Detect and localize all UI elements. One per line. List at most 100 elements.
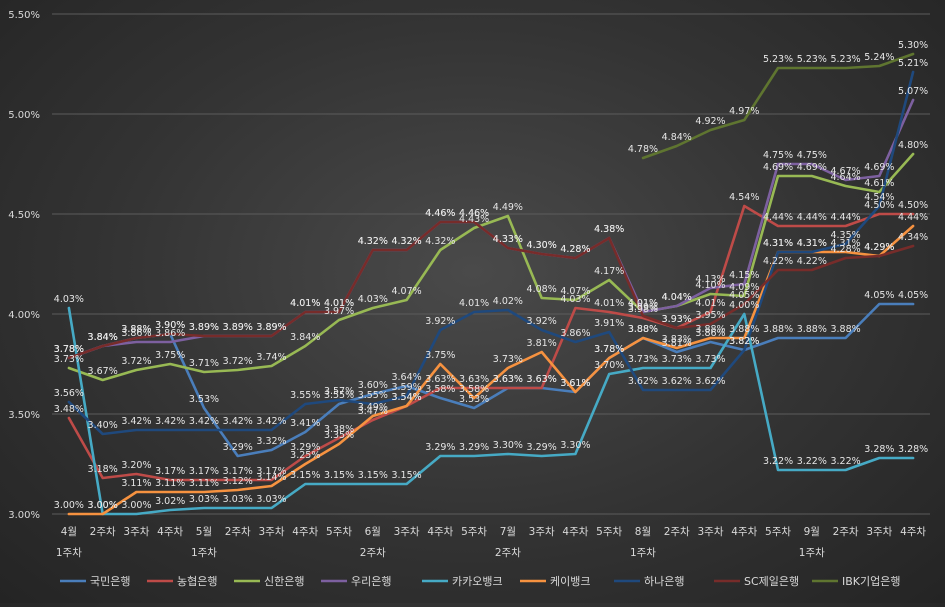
data-label: 4.17% (594, 266, 624, 277)
data-label: 4.01% (628, 298, 658, 309)
data-label: 4.03% (560, 294, 590, 305)
x-tick-label: 4주차 (900, 526, 926, 538)
data-label: 4.28% (560, 244, 590, 255)
data-label: 3.84% (88, 332, 118, 343)
data-label: 3.81% (527, 338, 557, 349)
data-label: 3.59% (391, 382, 421, 393)
data-label: 3.73% (54, 354, 84, 365)
data-label: 4.44% (830, 212, 860, 223)
data-label: 4.32% (358, 236, 388, 247)
data-label: 3.86% (121, 328, 151, 339)
data-label: 3.29% (527, 442, 557, 453)
data-label: 3.95% (695, 310, 725, 321)
data-label: 3.98% (628, 304, 658, 315)
data-label: 3.55% (358, 390, 388, 401)
data-label: 3.73% (628, 354, 658, 365)
x-tick-label: 5주차 (461, 526, 487, 538)
y-tick-label: 3.00% (8, 510, 40, 521)
data-label: 3.57% (324, 386, 354, 397)
data-label: 3.03% (223, 494, 253, 505)
x-tick-label: 2주차 (225, 526, 251, 538)
data-label: 3.22% (797, 456, 827, 467)
data-label: 3.62% (628, 376, 658, 387)
data-label: 4.01% (628, 298, 658, 309)
x-tick-label: 5주차 (326, 526, 352, 538)
data-label: 3.17% (223, 466, 253, 477)
data-label: 3.42% (256, 416, 286, 427)
data-label: 3.22% (763, 456, 793, 467)
data-label: 3.28% (864, 444, 894, 455)
y-tick-label: 5.50% (8, 10, 40, 21)
data-label: 4.46% (425, 208, 455, 219)
data-label: 3.53% (189, 394, 219, 405)
data-label: 3.64% (391, 372, 421, 383)
data-label: 3.78% (54, 344, 84, 355)
x-tick-label: 3주차 (123, 526, 149, 538)
data-label: 3.11% (189, 478, 219, 489)
data-label: 3.73% (493, 354, 523, 365)
data-label: 4.75% (763, 150, 793, 161)
data-label: 3.84% (88, 332, 118, 343)
data-label: 3.58% (459, 384, 489, 395)
data-label: 3.88% (797, 324, 827, 335)
data-label: 3.61% (560, 378, 590, 389)
data-label: 3.15% (324, 470, 354, 481)
data-label: 3.89% (223, 322, 253, 333)
data-label: 4.92% (695, 116, 725, 127)
x-tick-label-line2: 1주차 (630, 547, 656, 559)
data-label: 3.22% (830, 456, 860, 467)
series-line-3 (67, 98, 915, 360)
data-label: 3.15% (290, 470, 320, 481)
data-label: 3.82% (729, 336, 759, 347)
data-label: 4.67% (830, 166, 860, 177)
data-label: 3.55% (324, 390, 354, 401)
data-label: 4.32% (391, 236, 421, 247)
data-label: 3.88% (121, 324, 151, 335)
data-label: 3.89% (223, 322, 253, 333)
data-label: 3.84% (88, 332, 118, 343)
data-label: 4.07% (391, 286, 421, 297)
data-label: 3.03% (189, 494, 219, 505)
data-label: 3.63% (527, 374, 557, 385)
gridlines (52, 13, 930, 515)
legend-label: 케이뱅크 (550, 575, 590, 588)
data-label: 4.05% (864, 290, 894, 301)
data-label: 3.63% (493, 374, 523, 385)
data-label: 3.47% (358, 406, 388, 417)
data-label: 3.71% (189, 358, 219, 369)
data-label: 3.17% (155, 466, 185, 477)
data-label: 4.10% (695, 280, 725, 291)
data-label: 3.00% (54, 500, 84, 511)
data-label: 4.75% (797, 150, 827, 161)
data-label: 4.04% (662, 292, 692, 303)
series-line-4 (67, 306, 915, 516)
x-tick-label-line2: 2주차 (495, 547, 521, 559)
data-label: 3.29% (223, 442, 253, 453)
data-label: 3.42% (223, 416, 253, 427)
x-tick-label: 5주차 (596, 526, 622, 538)
data-label: 4.22% (763, 256, 793, 267)
data-label: 3.88% (729, 324, 759, 335)
data-label: 3.89% (256, 322, 286, 333)
y-tick-label: 5.00% (8, 110, 40, 121)
data-label: 4.31% (763, 238, 793, 249)
data-label: 4.84% (662, 132, 692, 143)
x-tick-label: 8월 (635, 526, 651, 538)
x-tick-label: 3주차 (258, 526, 284, 538)
data-label: 4.44% (797, 212, 827, 223)
data-label: 3.42% (189, 416, 219, 427)
data-label: 3.99% (628, 302, 658, 313)
data-label: 3.40% (88, 420, 118, 431)
legend-label: 농협은행 (177, 575, 217, 588)
data-label: 4.03% (358, 294, 388, 305)
data-label: 5.23% (763, 54, 793, 65)
data-label: 3.93% (662, 314, 692, 325)
data-label: 3.90% (155, 320, 185, 331)
data-label: 4.54% (729, 192, 759, 203)
data-label: 3.63% (425, 374, 455, 385)
data-label: 3.78% (54, 344, 84, 355)
series-line-8 (641, 52, 915, 160)
data-label: 4.30% (527, 240, 557, 251)
data-label: 3.78% (54, 344, 84, 355)
